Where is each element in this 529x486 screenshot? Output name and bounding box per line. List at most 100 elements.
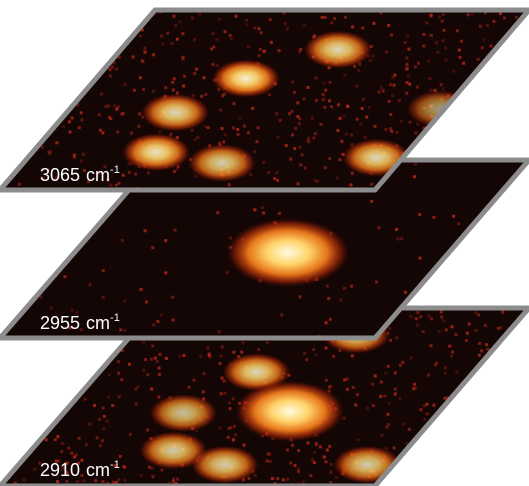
noise-speck	[103, 165, 107, 168]
noise-speck	[425, 21, 429, 25]
noise-speck	[139, 473, 143, 477]
noise-speck	[212, 45, 216, 49]
noise-speck	[284, 144, 288, 147]
noise-speck	[418, 213, 422, 216]
noise-speck	[270, 477, 274, 480]
noise-speck	[110, 65, 114, 69]
noise-speck	[215, 64, 219, 67]
noise-speck	[350, 171, 354, 175]
noise-speck	[289, 157, 293, 161]
noise-speck	[297, 449, 301, 452]
noise-speck	[406, 34, 410, 38]
noise-speck	[393, 387, 397, 391]
noise-speck	[175, 91, 179, 95]
noise-speck	[138, 112, 142, 116]
noise-speck	[480, 349, 484, 353]
noise-speck	[50, 306, 53, 310]
noise-speck	[70, 116, 74, 120]
noise-speck	[478, 341, 482, 345]
noise-speck	[112, 103, 116, 107]
noise-speck	[366, 406, 370, 410]
noise-speck	[171, 88, 175, 92]
noise-speck	[324, 460, 328, 464]
noise-speck	[323, 15, 327, 19]
noise-speck	[413, 175, 416, 179]
noise-speck	[368, 58, 372, 62]
noise-speck	[88, 283, 92, 287]
noise-speck	[464, 339, 468, 342]
noise-speck	[76, 479, 79, 483]
noise-speck	[75, 103, 79, 107]
noise-speck	[116, 130, 120, 134]
noise-speck	[492, 19, 496, 23]
noise-speck	[365, 115, 369, 119]
noise-speck	[118, 454, 122, 458]
noise-speck	[448, 344, 452, 348]
noise-speck	[198, 12, 202, 16]
noise-speck	[291, 80, 294, 84]
noise-speck	[182, 84, 186, 88]
noise-speck	[120, 238, 124, 242]
noise-speck	[266, 452, 270, 456]
noise-speck	[172, 14, 176, 18]
noise-speck	[394, 392, 397, 396]
noise-speck	[38, 461, 42, 465]
noise-speck	[414, 163, 417, 166]
noise-speck	[312, 348, 316, 351]
noise-speck	[291, 443, 295, 447]
noise-speck	[429, 344, 433, 348]
noise-speck	[150, 387, 154, 391]
noise-speck	[67, 120, 71, 124]
noise-speck	[72, 155, 76, 159]
noise-speck	[169, 132, 173, 136]
noise-speck	[152, 53, 156, 57]
noise-speck	[44, 438, 48, 442]
noise-speck	[422, 44, 426, 48]
noise-speck	[123, 328, 127, 332]
noise-speck	[101, 131, 105, 135]
noise-speck	[277, 49, 281, 53]
noise-speck	[206, 346, 210, 350]
noise-speck	[480, 46, 484, 50]
noise-speck	[222, 379, 226, 383]
noise-speck	[175, 167, 179, 171]
noise-speck	[76, 102, 80, 106]
noise-speck	[380, 433, 384, 437]
noise-speck	[372, 21, 376, 25]
noise-speck	[387, 23, 391, 27]
noise-speck	[416, 311, 420, 314]
noise-speck	[416, 85, 419, 89]
raman-hotspot	[187, 144, 256, 182]
noise-speck	[357, 68, 361, 72]
noise-speck	[62, 125, 65, 129]
noise-speck	[398, 397, 402, 401]
noise-speck	[413, 382, 416, 386]
noise-speck	[175, 37, 179, 41]
noise-speck	[75, 311, 79, 315]
noise-speck	[79, 159, 83, 163]
noise-speck	[229, 426, 232, 430]
noise-speck	[412, 387, 416, 391]
noise-speck	[339, 298, 343, 302]
noise-speck	[200, 94, 204, 98]
noise-speck	[247, 131, 250, 135]
noise-speck	[143, 46, 147, 50]
noise-speck	[79, 111, 83, 115]
noise-speck	[379, 394, 383, 398]
noise-speck	[312, 461, 316, 464]
noise-speck	[232, 102, 236, 106]
noise-speck	[55, 141, 59, 145]
noise-speck	[305, 358, 309, 361]
noise-speck	[414, 317, 418, 321]
noise-speck	[384, 127, 388, 131]
noise-speck	[117, 55, 121, 59]
noise-speck	[290, 109, 294, 113]
noise-speck	[40, 176, 44, 180]
noise-speck	[228, 407, 232, 411]
noise-speck	[100, 92, 103, 96]
noise-speck	[489, 44, 493, 48]
noise-speck	[93, 404, 96, 407]
noise-speck	[46, 168, 50, 172]
noise-speck	[262, 211, 266, 215]
noise-speck	[383, 394, 387, 398]
